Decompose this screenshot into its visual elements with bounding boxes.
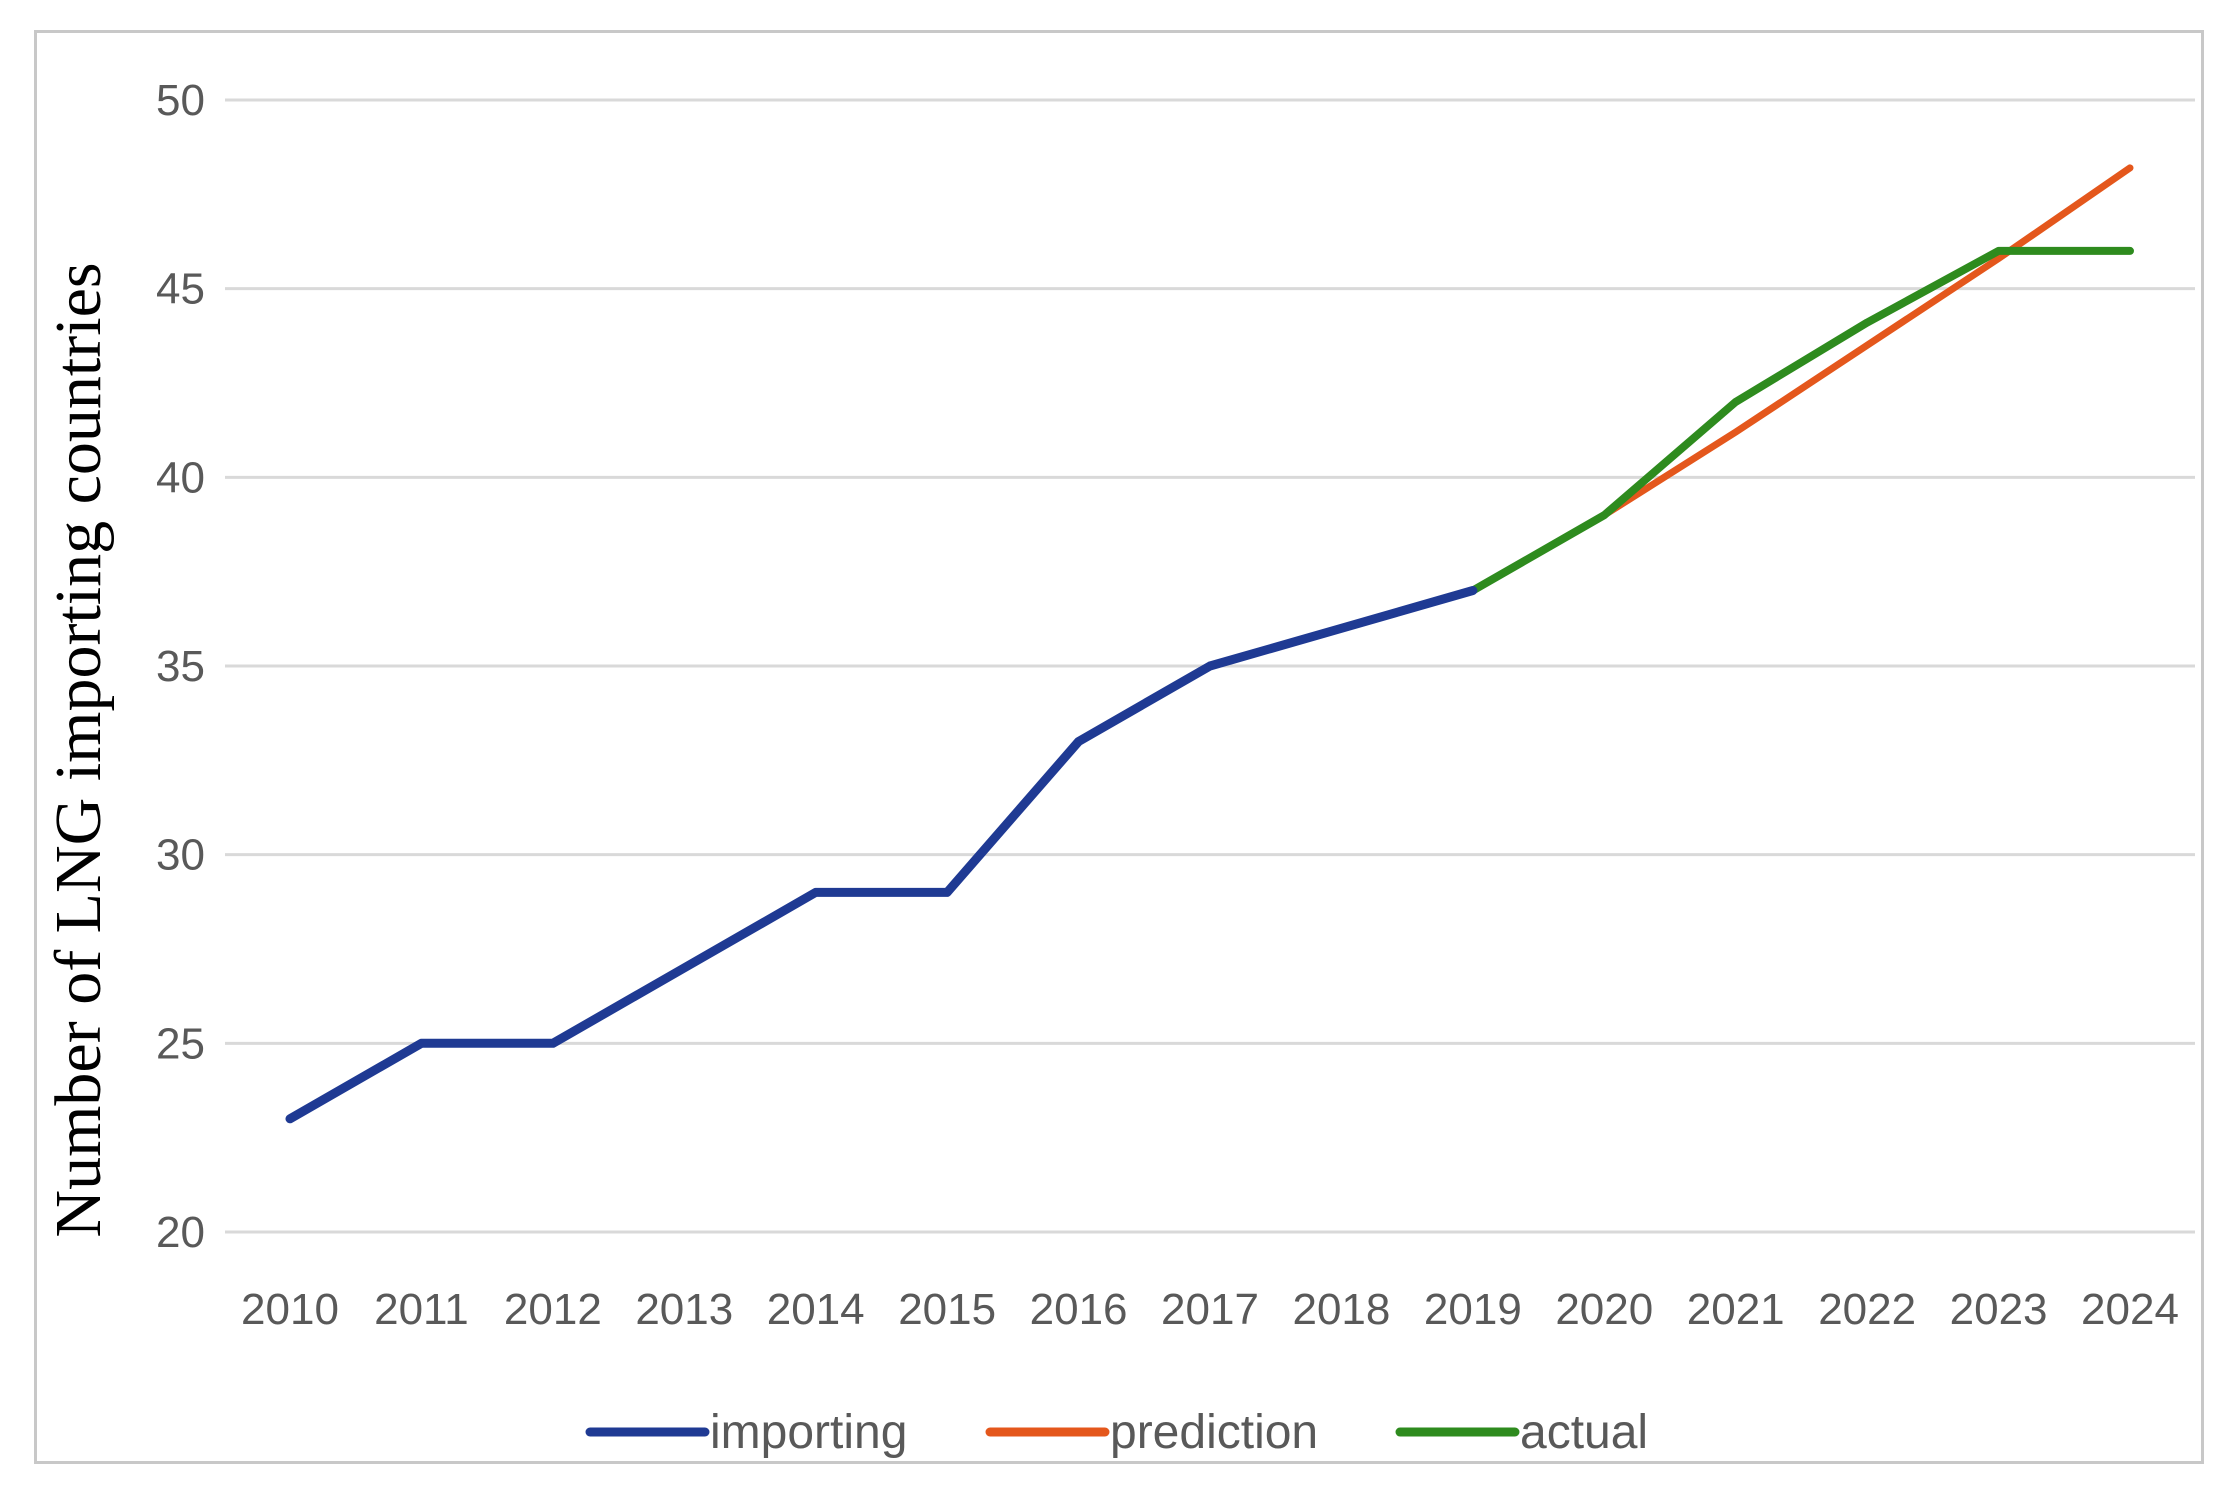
y-axis-ticks: 20 25 30 35 40 45 50 bbox=[156, 76, 205, 1257]
x-tick-label: 2019 bbox=[1424, 1285, 1522, 1334]
x-tick-label: 2017 bbox=[1161, 1285, 1259, 1334]
legend-label-prediction: prediction bbox=[1110, 1406, 1318, 1459]
y-tick-label: 20 bbox=[156, 1208, 205, 1257]
y-tick-label: 25 bbox=[156, 1019, 205, 1068]
x-tick-label: 2021 bbox=[1687, 1285, 1785, 1334]
x-axis-ticks: 2010 2011 2012 2013 2014 2015 2016 2017 2018 2019… bbox=[241, 1285, 2179, 1334]
x-tick-label: 2022 bbox=[1818, 1285, 1916, 1334]
y-tick-label: 35 bbox=[156, 642, 205, 691]
series-lines bbox=[285, 164, 2134, 1124]
series-line-importing bbox=[285, 586, 1478, 1124]
x-tick-label: 2010 bbox=[241, 1285, 339, 1334]
legend: importing prediction actual bbox=[585, 1406, 1648, 1459]
x-tick-label: 2011 bbox=[374, 1285, 469, 1334]
x-tick-label: 2018 bbox=[1292, 1285, 1390, 1334]
x-tick-label: 2014 bbox=[767, 1285, 865, 1334]
x-tick-label: 2015 bbox=[898, 1285, 996, 1334]
x-tick-label: 2016 bbox=[1030, 1285, 1128, 1334]
series-line-actual bbox=[1468, 246, 2134, 595]
y-tick-label: 45 bbox=[156, 265, 205, 314]
legend-label-importing: importing bbox=[710, 1406, 907, 1459]
y-tick-label: 40 bbox=[156, 453, 205, 502]
legend-label-actual: actual bbox=[1520, 1406, 1648, 1459]
chart-frame bbox=[34, 30, 2204, 1464]
y-axis-title: Number of LNG importing countries bbox=[42, 262, 115, 1237]
x-tick-label: 2012 bbox=[504, 1285, 602, 1334]
y-tick-label: 50 bbox=[156, 76, 205, 125]
x-tick-label: 2023 bbox=[1950, 1285, 2048, 1334]
x-tick-label: 2024 bbox=[2081, 1285, 2179, 1334]
x-tick-label: 2013 bbox=[635, 1285, 733, 1334]
y-tick-label: 30 bbox=[156, 831, 205, 880]
x-tick-label: 2020 bbox=[1555, 1285, 1653, 1334]
series-line-prediction bbox=[1469, 164, 2134, 594]
